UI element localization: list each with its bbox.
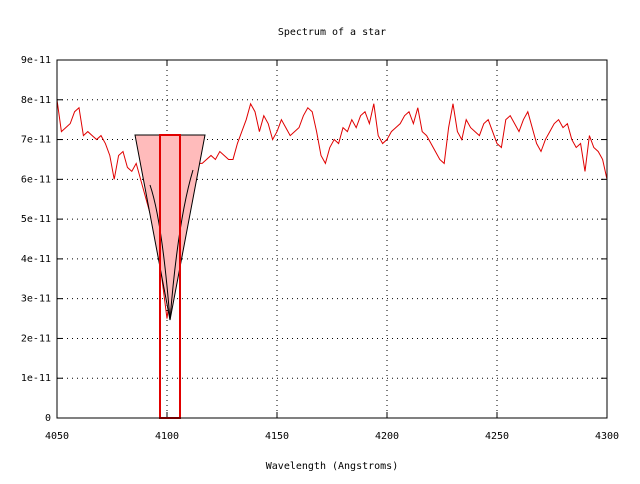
plot-area: 0 1e-11 2e-11 3e-11 4e-11 5e-11 6e-11 7e-11 8e-1…	[21, 55, 619, 442]
y-tick-label: 7e-11	[21, 135, 51, 146]
x-tick-label: 4250	[485, 431, 509, 442]
chart-title: Spectrum of a star	[278, 27, 386, 38]
y-tick-label: 1e-11	[21, 373, 51, 384]
x-axis-label: Wavelength (Angstroms)	[266, 461, 398, 472]
x-tick-label: 4100	[155, 431, 179, 442]
x-tick-label: 4300	[595, 431, 619, 442]
y-tick-label: 6e-11	[21, 174, 51, 185]
y-tick-label: 8e-11	[21, 95, 51, 106]
x-tick-label: 4200	[375, 431, 399, 442]
y-tick-label: 9e-11	[21, 55, 51, 66]
y-tick-label: 3e-11	[21, 294, 51, 305]
y-tick-label: 4e-11	[21, 254, 51, 265]
x-tick-label: 4050	[45, 431, 69, 442]
x-tick-label: 4150	[265, 431, 289, 442]
fit-curve	[149, 169, 194, 321]
selection-highlight	[134, 134, 206, 321]
plot-border	[56, 59, 608, 419]
y-tick-label: 5e-11	[21, 214, 51, 225]
y-tick-label: 2e-11	[21, 333, 51, 344]
y-tick-label: 0	[45, 413, 51, 424]
spectrum-line	[56, 99, 608, 319]
